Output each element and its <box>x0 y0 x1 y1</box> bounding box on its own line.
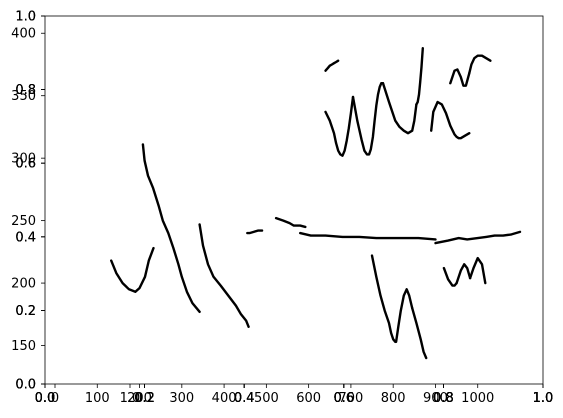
overlay-ax1-y-tick-label: 0.0 <box>15 378 36 393</box>
overlay-ax2-x-tick-label: 0.6 <box>333 391 354 406</box>
overlay-ax2-x-tick-label: 0.4 <box>234 391 255 406</box>
overlay-ax0-x-tick-label: 0.6 <box>333 391 354 406</box>
handwriting-stroke-9 <box>415 47 424 106</box>
overlay-ax1-x-tick-label: 0.6 <box>333 391 354 406</box>
overlay-ax6-x-tick-label: 0.0 <box>35 391 56 406</box>
overlay-ax0-y-tick-label: 0.2 <box>15 304 36 319</box>
overlay-ax0-y-tick-label: 0.8 <box>15 83 36 98</box>
stroke-layer <box>109 47 522 360</box>
overlay-ax5-x-tick-label: 0.4 <box>234 391 255 406</box>
handwriting-stroke-13 <box>370 254 397 343</box>
handwriting-stroke-3 <box>246 229 264 235</box>
main-x-tick-label: 900 <box>423 391 448 406</box>
handwriting-stroke-12 <box>299 231 437 241</box>
main-x-tick-label: 800 <box>381 391 406 406</box>
main-x-tick-label: 1000 <box>461 391 494 406</box>
overlay-ax1-x-tick-label: 0.8 <box>433 391 454 406</box>
overlay-ax4-x-tick-label: 0.2 <box>134 391 155 406</box>
overlay-ax0-x-tick-label: 0.0 <box>35 391 56 406</box>
overlay-ax5-x-tick-label: 0.8 <box>433 391 454 406</box>
overlay-ax3-y-tick-label: 1.0 <box>15 10 36 25</box>
handwriting-stroke-1 <box>198 223 250 328</box>
overlay-ax6-x-tick-label: 1.0 <box>120 391 141 406</box>
main-x-tick-label: 300 <box>169 391 194 406</box>
overlay-ax3-y-tick-label: 0.0 <box>15 378 36 393</box>
handwriting-stroke-7 <box>324 59 340 72</box>
overlay-ax0-x-tick-label: 0.8 <box>433 391 454 406</box>
overlay-ax5-x-tick-label: 1.0 <box>533 391 554 406</box>
overlay-ax4-x-tick-label: 0.8 <box>433 391 454 406</box>
overlay-ax3-y-tick-label: 0.6 <box>15 157 36 172</box>
main-x-tick-label: 400 <box>212 391 237 406</box>
overlay-ax5-x-tick-label: 0.6 <box>333 391 354 406</box>
overlay-ax3-y-tick-label: 0.8 <box>15 83 36 98</box>
overlay-ax3-y-tick-label: 0.4 <box>15 230 36 245</box>
overlay-ax1-y-tick-label: 0.8 <box>15 83 36 98</box>
handwriting-stroke-18 <box>468 256 487 285</box>
handwriting-stroke-2 <box>141 143 201 313</box>
overlay-ax1-x-tick-label: 0.2 <box>134 391 155 406</box>
overlay-ax2-x-tick-label: 1.0 <box>533 391 554 406</box>
handwriting-stroke-6 <box>351 81 385 156</box>
handwriting-stroke-0 <box>109 246 155 293</box>
handwriting-stroke-19 <box>449 68 471 87</box>
overlay-ax2-x-tick-label: 0.8 <box>433 391 454 406</box>
handwriting-stroke-16 <box>442 266 458 287</box>
handwriting-stroke-8 <box>381 81 418 135</box>
main-x-tick-label: 0 <box>51 391 59 406</box>
main-x-tick-label: 100 <box>85 391 110 406</box>
overlay-ax0-x-tick-label: 1.0 <box>533 391 554 406</box>
overlay-ax4-x-tick-label: 0.4 <box>234 391 255 406</box>
overlay-ax1-y-tick-label: 0.6 <box>15 157 36 172</box>
overlay-ax5-x-tick-label: 0.2 <box>134 391 155 406</box>
axes-frame <box>44 15 544 385</box>
overlay-ax5-x-tick-label: 0.0 <box>35 391 56 406</box>
overlay-ax0-y-tick-label: 0.4 <box>15 230 36 245</box>
overlay-ax0-x-tick-label: 0.4 <box>234 391 255 406</box>
handwriting-stroke-10 <box>430 100 471 140</box>
overlay-ax4-x-tick-label: 1.0 <box>533 391 554 406</box>
overlay-ax0-y-tick-label: 0.6 <box>15 157 36 172</box>
overlay-ax1-x-tick-label: 1.0 <box>533 391 554 406</box>
main-x-tick-label: 200 <box>127 391 152 406</box>
overlay-ax4-x-tick-label: 0.6 <box>333 391 354 406</box>
overlay-ax3-y-tick-label: 0.2 <box>15 304 36 319</box>
main-y-tick-label: 150 <box>11 339 36 354</box>
main-y-tick-label: 200 <box>11 277 36 292</box>
handwriting-stroke-17 <box>455 263 472 285</box>
main-y-tick-label: 400 <box>11 27 36 42</box>
overlay-ax0-y-tick-label: 0.0 <box>15 378 36 393</box>
overlay-ax2-x-tick-label: 0.2 <box>134 391 155 406</box>
main-y-tick-label: 350 <box>11 89 36 104</box>
overlay-ax0-y-tick-label: 1.0 <box>15 10 36 25</box>
overlay-ax0-x-tick-label: 0.2 <box>134 391 155 406</box>
main-x-tick-label: 600 <box>296 391 321 406</box>
overlay-ax1-x-tick-label: 0.4 <box>234 391 255 406</box>
overlay-ax2-x-tick-label: 0.0 <box>35 391 56 406</box>
main-x-tick-label: 700 <box>338 391 363 406</box>
main-y-tick-label: 250 <box>11 214 36 229</box>
handwriting-stroke-11 <box>434 230 522 245</box>
overlay-ax1-x-tick-label: 0.0 <box>35 391 56 406</box>
main-y-tick-label: 300 <box>11 152 36 167</box>
handwriting-stroke-14 <box>394 288 414 343</box>
overlay-ax1-y-tick-label: 0.4 <box>15 230 36 245</box>
handwriting-stroke-15 <box>411 306 428 360</box>
overlay-ax1-y-tick-label: 1.0 <box>15 10 36 25</box>
handwriting-stroke-20 <box>468 54 492 75</box>
main-x-tick-label: 500 <box>254 391 279 406</box>
handwriting-stroke-4 <box>274 216 307 229</box>
overlay-ax1-y-tick-label: 0.2 <box>15 304 36 319</box>
tick-layer: 0.0 0.2 0.4 0.6 0.8 1.00.00.20.40.60.81.00.0 0… <box>11 10 553 407</box>
overlay-ax4-x-tick-label: 0.0 <box>35 391 56 406</box>
handwriting-stroke-5 <box>324 95 355 157</box>
